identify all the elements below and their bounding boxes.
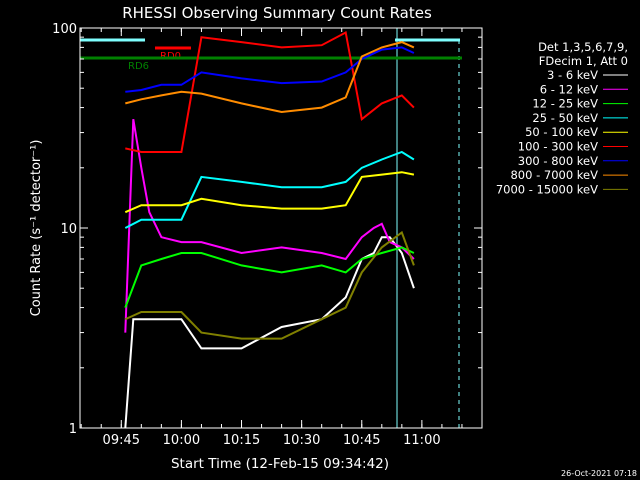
series-line-8 xyxy=(124,230,415,340)
legend-header-detectors: Det 1,3,5,6,7,9, xyxy=(538,40,628,54)
y-tick-label: 10 xyxy=(60,222,77,237)
series-line-3 xyxy=(124,150,415,229)
series-line-6 xyxy=(125,46,415,93)
legend-label: 7000 - 15000 keV xyxy=(496,182,598,196)
y-axis: 1 10 100 xyxy=(52,22,482,437)
legend-label: 6 - 12 keV xyxy=(540,82,598,96)
legend-label: 25 - 50 keV xyxy=(532,111,598,125)
y-tick-label: 1 xyxy=(69,422,77,437)
series-line-2 xyxy=(124,246,415,308)
legend-header-attenuator: FDecim 1, Att 0 xyxy=(539,54,628,68)
legend-label: 800 - 7000 keV xyxy=(510,168,598,182)
series-line-5 xyxy=(125,30,415,153)
legend: Det 1,3,5,6,7,9, FDecim 1, Att 0 3 - 6 k… xyxy=(496,40,628,196)
series-line-7 xyxy=(125,41,415,114)
flag-label-rd6: RD6 xyxy=(128,61,149,72)
legend-label: 300 - 800 keV xyxy=(518,154,598,168)
x-tick-label: 10:00 xyxy=(163,433,200,448)
legend-label: 12 - 25 keV xyxy=(532,97,598,111)
legend-label: 50 - 100 keV xyxy=(525,125,598,139)
series-line-0 xyxy=(124,236,415,429)
legend-label: 100 - 300 keV xyxy=(518,140,598,154)
x-tick-label: 10:45 xyxy=(343,433,380,448)
x-axis-label: Start Time (12-Feb-15 09:34:42) xyxy=(171,456,389,472)
series-line-1 xyxy=(124,119,415,333)
x-tick-label: 11:00 xyxy=(403,433,440,448)
x-axis: 09:45 10:00 10:15 10:30 10:45 11:00 xyxy=(80,28,483,448)
x-tick-label: 10:30 xyxy=(283,433,320,448)
series-line-4 xyxy=(124,171,415,214)
footer-timestamp: 26-Oct-2021 07:18 xyxy=(561,469,637,478)
y-tick-label: 100 xyxy=(52,22,77,37)
plot-area: RD0RD6 xyxy=(79,28,462,429)
x-tick-label: 10:15 xyxy=(223,433,260,448)
legend-label: 3 - 6 keV xyxy=(547,68,598,82)
y-axis-label: Count Rate (s⁻¹ detector⁻¹) xyxy=(29,140,44,317)
chart-title: RHESSI Observing Summary Count Rates xyxy=(122,4,432,22)
x-tick-label: 09:45 xyxy=(103,433,140,448)
